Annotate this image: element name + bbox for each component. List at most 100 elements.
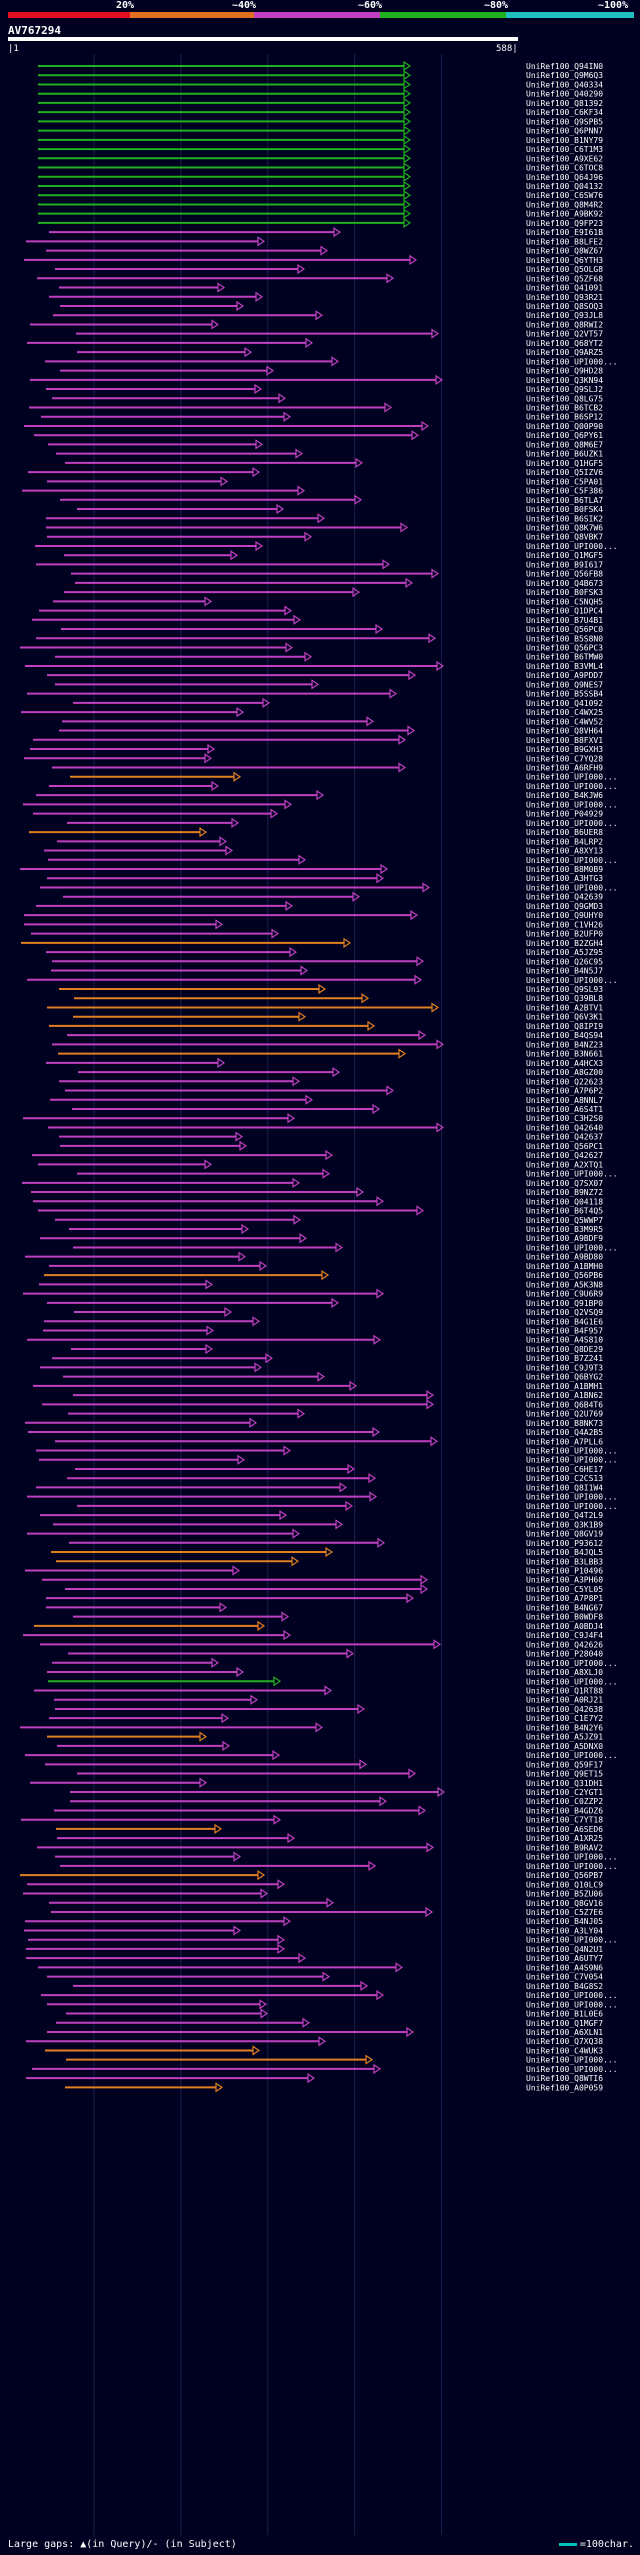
hit-id-label: UniRef100_B2ZGH4 [526, 939, 603, 948]
alignment-arrow [250, 1694, 259, 1705]
hit-id-label: UniRef100_Q2U769 [526, 1410, 603, 1419]
legend-bar-20 [8, 12, 130, 18]
hit-id-label: UniRef100_Q94IN0 [526, 62, 603, 71]
hit-id-label: UniRef100_C2YGT1 [526, 1788, 603, 1797]
hit-id-label: UniRef100_Q04132 [526, 182, 603, 191]
alignment-arrow [220, 476, 229, 487]
alignment-arrow [428, 633, 437, 644]
hit-id-label: UniRef100_Q2VT57 [526, 330, 603, 339]
alignment-arrow [331, 1297, 340, 1308]
hit-id-label: UniRef100_Q42626 [526, 1640, 603, 1649]
hit-id-label: UniRef100_A1XR25 [526, 1834, 603, 1843]
hit-id-label: UniRef100_Q9ET15 [526, 1770, 603, 1779]
alignment-arrow [236, 706, 245, 718]
hit-id-label: UniRef100_B1L0E6 [526, 2010, 603, 2019]
alignment-arrow [257, 1869, 266, 1881]
alignment-arrow [211, 319, 220, 330]
hit-id-label: UniRef100_B6SIK2 [526, 514, 603, 523]
hit-id-label: UniRef100_A5JZ95 [526, 948, 603, 957]
alignment-arrow [368, 1473, 377, 1484]
alignment-arrow [304, 651, 313, 662]
alignment-arrow [302, 2017, 311, 2028]
alignment-arrow [252, 2045, 261, 2056]
alignment-arrow [321, 1270, 330, 1281]
alignment-arrow [349, 1380, 358, 1392]
alignment-arrow [426, 1389, 435, 1401]
hit-id-label: UniRef100_Q8RWI2 [526, 320, 603, 329]
hit-id-label: UniRef100_A9PDD7 [526, 671, 603, 680]
hit-id-label: UniRef100_Q26C95 [526, 957, 603, 966]
alignment-arrow [284, 799, 293, 810]
alignment-arrow [254, 1362, 263, 1373]
hit-id-label: UniRef100_C9U6R9 [526, 1290, 603, 1299]
hit-id-label: UniRef100_B4QS94 [526, 1031, 603, 1040]
alignment-arrow [367, 1020, 376, 1032]
hit-id-label: UniRef100_A6UTY7 [526, 1954, 603, 1963]
hit-id-label: UniRef100_UPI000... [526, 1751, 618, 1760]
alignment-arrow [287, 1833, 296, 1844]
alignment-arrow [403, 134, 412, 145]
hit-id-label: UniRef100_B3LBB3 [526, 1557, 603, 1566]
hit-id-label: UniRef100_B6UZK1 [526, 450, 603, 459]
hit-id-label: UniRef100_P04929 [526, 810, 603, 819]
alignment-arrow [289, 946, 298, 958]
hit-id-label: UniRef100_A6RFH9 [526, 763, 603, 772]
alignment-arrow [332, 1066, 341, 1078]
alignment-arrow [431, 568, 440, 579]
alignment-arrow [281, 1611, 290, 1622]
hit-id-label: UniRef100_Q7SX07 [526, 1179, 603, 1188]
alignment-arrow [299, 1233, 308, 1244]
hit-id-label: UniRef100_C0ZZP2 [526, 1797, 603, 1806]
hit-id-label: UniRef100_C6HE17 [526, 1465, 603, 1474]
hit-id-label: UniRef100_B5ZU06 [526, 1890, 603, 1899]
hit-id-label: UniRef100_Q9FP23 [526, 219, 603, 228]
hit-id-label: UniRef100_Q3KN94 [526, 376, 603, 385]
alignment-arrow [317, 1371, 326, 1382]
alignment-arrow [224, 1306, 233, 1318]
alignment-arrow [375, 623, 384, 635]
legend-label-100: ~100% [598, 0, 629, 11]
hit-id-label: UniRef100_B3M9R5 [526, 1225, 603, 1234]
alignment-arrow [384, 402, 393, 413]
hit-id-label: UniRef100_Q00P90 [526, 422, 603, 431]
hit-id-label: UniRef100_P93612 [526, 1539, 603, 1548]
hit-id-label: UniRef100_Q93R21 [526, 293, 603, 302]
alignment-arrow [206, 1325, 215, 1336]
hit-id-label: UniRef100_A9BDF9 [526, 1234, 603, 1243]
hit-id-label: UniRef100_P28040 [526, 1650, 603, 1659]
hit-id-label: UniRef100_Q8GV16 [526, 1899, 603, 1908]
alignment-arrow [416, 956, 425, 967]
hit-id-label: UniRef100_A9BD80 [526, 1253, 603, 1262]
hit-id-label: UniRef100_Q8DE29 [526, 1345, 603, 1354]
alignment-arrow [403, 60, 412, 72]
hit-id-label: UniRef100_Q8WZ67 [526, 247, 603, 256]
alignment-arrow [287, 1113, 296, 1124]
legend-bar-40 [130, 12, 254, 18]
hit-id-label: UniRef100_Q5ZF68 [526, 274, 603, 283]
alignment-arrow [207, 743, 216, 755]
hit-id-label: UniRef100_A4S9N6 [526, 1963, 603, 1972]
alignment-arrow [403, 217, 412, 229]
hit-id-label: UniRef100_UPI000... [526, 1170, 618, 1179]
hit-id-label: UniRef100_C9J9T3 [526, 1363, 603, 1372]
alignment-arrow [233, 1851, 242, 1862]
alignment-arrow [241, 1223, 250, 1235]
hit-id-label: UniRef100_Q59F17 [526, 1760, 603, 1769]
alignment-arrow [405, 577, 414, 589]
hit-id-label: UniRef100_B0FSK4 [526, 505, 603, 514]
alignment-arrow [283, 1629, 292, 1641]
alignment-arrow [259, 1260, 268, 1272]
alignment-arrow [318, 983, 327, 995]
hit-id-label: UniRef100_Q9HD28 [526, 367, 603, 376]
alignment-arrow [403, 125, 412, 136]
hit-id-label: UniRef100_A0RJ21 [526, 1696, 603, 1705]
alignment-arrow [403, 180, 412, 192]
alignment-arrow [400, 522, 409, 533]
alignment-arrow [285, 900, 294, 912]
alignment-arrow [418, 1030, 427, 1041]
hit-id-label: UniRef100_Q5OLG8 [526, 265, 603, 274]
alignment-arrow [283, 1445, 292, 1456]
alignment-arrow [211, 780, 220, 792]
alignment-arrow [204, 753, 213, 764]
hit-id-label: UniRef100_UPI000... [526, 1862, 618, 1871]
